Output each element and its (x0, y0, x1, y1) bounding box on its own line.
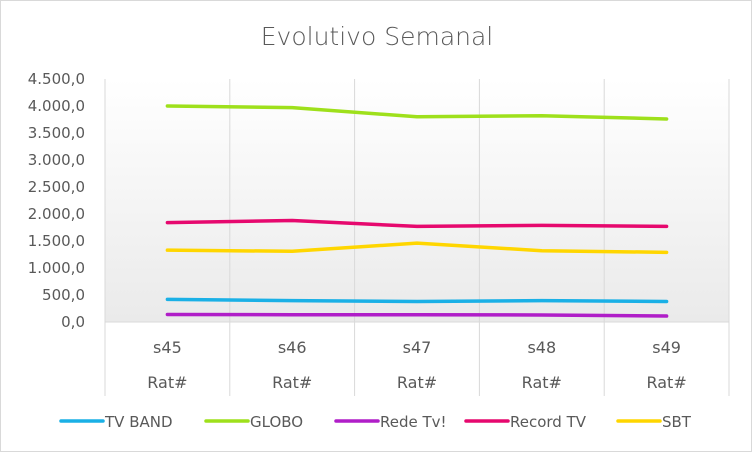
category-grid (104, 79, 730, 396)
series-line-tv-band (165, 297, 669, 304)
x-category-sublabel: Rat# (147, 373, 187, 392)
y-tick-label: 1.000,0 (28, 259, 85, 277)
x-category-label: s49 (652, 338, 681, 357)
series-line-rede-tv (165, 312, 669, 318)
x-category-sublabel: Rat# (397, 373, 437, 392)
y-tick-label: 2.500,0 (28, 178, 85, 196)
x-category-label: s46 (278, 338, 307, 357)
x-axis: s45 Rat# s46 Rat# s47 Rat# s48 Rat# s49 Rat# (147, 338, 686, 392)
y-tick-label: 3.000,0 (28, 151, 85, 169)
x-category-sublabel: Rat# (522, 373, 562, 392)
x-category-label: s47 (403, 338, 432, 357)
legend-label: GLOBO (250, 413, 303, 431)
y-tick-label: 0,0 (61, 313, 85, 331)
series-lines (165, 104, 669, 318)
x-category-label: s45 (153, 338, 182, 357)
y-tick-label: 3.500,0 (28, 124, 85, 142)
x-category-label: s48 (527, 338, 556, 357)
x-category-sublabel: Rat# (272, 373, 312, 392)
legend-label: Record TV (510, 413, 587, 431)
series-line-sbt (165, 241, 669, 255)
legend: TV BAND GLOBO Rede Tv! Record TV SBT (59, 413, 692, 431)
y-axis: 0,0 500,0 1.000,0 1.500,0 2.000,0 2.500,0 3.00… (28, 70, 85, 331)
series-line-globo (165, 104, 669, 121)
legend-label: SBT (662, 413, 692, 431)
y-tick-label: 500,0 (42, 286, 85, 304)
legend-label: Rede Tv! (380, 413, 447, 431)
chart-title: Evolutivo Semanal (261, 22, 494, 51)
y-tick-label: 4.500,0 (28, 70, 85, 88)
x-category-sublabel: Rat# (646, 373, 686, 392)
y-tick-label: 2.000,0 (28, 205, 85, 223)
series-line-record-tv (165, 218, 669, 229)
legend-label: TV BAND (104, 413, 173, 431)
y-tick-label: 1.500,0 (28, 232, 85, 250)
y-tick-label: 4.000,0 (28, 97, 85, 115)
